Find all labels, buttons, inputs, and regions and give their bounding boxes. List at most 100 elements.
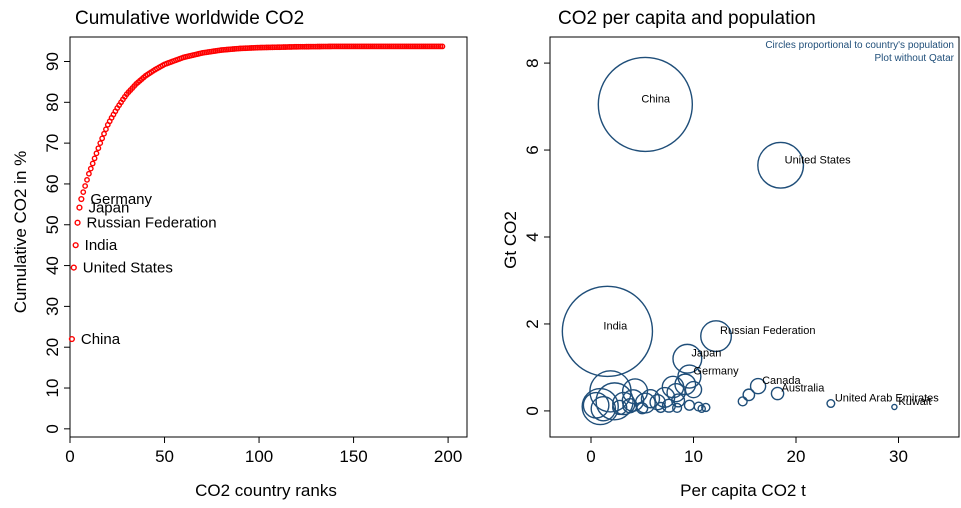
population-bubble: [655, 401, 667, 414]
left-chart-title: Cumulative worldwide CO2: [75, 8, 304, 29]
bubble-label: China: [641, 93, 671, 105]
right-panel: CO2 per capita and population Gt CO2 Per…: [501, 8, 960, 500]
left-x-tick-label: 200: [434, 447, 462, 466]
left-x-tick-label: 150: [339, 447, 367, 466]
right-y-tick-label: 8: [523, 58, 542, 67]
population-bubble: [597, 56, 694, 153]
left-x-tick-label: 0: [65, 447, 74, 466]
bubble-label: Canada: [762, 375, 801, 387]
right-y-axis-label: Gt CO2: [501, 211, 520, 269]
left-plot-frame: [69, 36, 468, 438]
population-bubble: [581, 387, 619, 426]
population-bubble: [757, 141, 805, 189]
right-x-tick-label: 30: [889, 447, 908, 466]
population-bubble: [649, 393, 666, 411]
note-line-2: Plot without Qatar: [875, 53, 955, 64]
population-bubble: [826, 398, 836, 409]
left-y-tick-label: 30: [43, 297, 62, 316]
cumulative-point: [93, 150, 100, 157]
cumulative-point: [91, 155, 98, 162]
cumulative-point: [99, 135, 106, 142]
population-bubble: [590, 395, 617, 422]
population-bubble: [737, 396, 748, 407]
population-bubble: [671, 393, 686, 408]
right-plot-area: 0 10 20 30 0 2 4 6 8 China United States India Russi…: [523, 36, 960, 466]
population-bubble: [697, 404, 707, 414]
cumulative-point: [72, 242, 79, 249]
cumulative-point: [97, 140, 104, 147]
right-x-tick-label: 20: [787, 447, 806, 466]
right-y-tick-label: 6: [523, 145, 542, 154]
population-bubble: [683, 399, 696, 411]
left-y-tick-label: 80: [43, 93, 62, 112]
right-plot-frame: [549, 36, 960, 438]
right-x-tick-label: 0: [586, 447, 595, 466]
population-bubble: [891, 403, 898, 411]
population-bubble: [684, 380, 703, 399]
population-bubble: [749, 377, 767, 395]
cumulative-point: [82, 183, 89, 189]
right-x-tick-label: 10: [684, 447, 703, 466]
point-label: China: [81, 331, 121, 348]
population-bubble: [672, 343, 703, 374]
cumulative-point: [68, 335, 75, 343]
left-y-tick-label: 50: [43, 215, 62, 234]
bubble-label: Kuwait: [898, 396, 931, 408]
left-x-tick-label: 100: [245, 447, 273, 466]
population-bubble: [666, 382, 686, 403]
point-label: Russian Federation: [87, 215, 217, 232]
cumulative-point: [101, 130, 107, 137]
right-x-axis-label: Per capita CO2 t: [680, 481, 806, 500]
cumulative-point: [103, 126, 109, 133]
left-plot-area: 0 50 100 150 200 0 10 20 30 40 50 60 70 80 90 China Unit…: [43, 36, 468, 466]
cumulative-point: [80, 189, 87, 196]
point-label: United States: [83, 260, 173, 277]
cumulative-point: [74, 219, 81, 226]
left-panel: Cumulative worldwide CO2 Cumulative CO2 …: [11, 8, 468, 500]
left-y-tick-label: 20: [43, 338, 62, 357]
cumulative-point: [78, 195, 85, 203]
population-bubble: [640, 389, 661, 409]
population-bubble: [671, 402, 683, 413]
note-line-1: Circles proportional to country's popula…: [765, 40, 954, 51]
population-bubble: [701, 402, 711, 413]
left-y-tick-label: 60: [43, 174, 62, 193]
left-y-tick-label: 10: [43, 379, 62, 398]
cumulative-point: [437, 43, 444, 50]
left-y-tick-label: 70: [43, 134, 62, 153]
left-y-tick-label: 40: [43, 256, 62, 275]
left-x-tick-label: 50: [155, 447, 174, 466]
cumulative-point: [86, 170, 92, 177]
right-y-tick-label: 0: [523, 406, 542, 415]
population-bubble: [654, 386, 676, 409]
population-bubble: [561, 285, 654, 378]
bubble-label: Russian Federation: [720, 325, 815, 337]
cumulative-point: [87, 165, 94, 172]
population-bubble: [612, 399, 628, 416]
cumulative-point: [84, 176, 90, 183]
population-bubble: [770, 386, 785, 401]
left-y-tick-label: 90: [43, 52, 62, 71]
bubble-label: Japan: [691, 348, 721, 360]
left-y-tick-label: 0: [43, 424, 62, 433]
bubble-label: Germany: [693, 366, 739, 378]
left-x-axis-label: CO2 country ranks: [195, 481, 337, 500]
cumulative-point: [89, 160, 96, 167]
cumulative-point: [76, 204, 83, 211]
point-label: India: [85, 237, 118, 254]
population-bubble: [742, 388, 756, 402]
population-bubble: [700, 320, 733, 353]
cumulative-point: [95, 145, 102, 152]
point-label: Japan: [88, 200, 129, 217]
bubble-label: United States: [785, 154, 852, 166]
right-y-tick-label: 4: [523, 232, 542, 241]
bubble-label: Australia: [782, 383, 826, 395]
population-bubble: [636, 402, 649, 415]
bubble-label: United Arab Emirates: [835, 393, 939, 405]
right-chart-title: CO2 per capita and population: [558, 8, 816, 29]
population-bubble: [595, 382, 634, 421]
cumulative-point: [439, 43, 446, 50]
left-y-axis-label: Cumulative CO2 in %: [11, 151, 30, 314]
